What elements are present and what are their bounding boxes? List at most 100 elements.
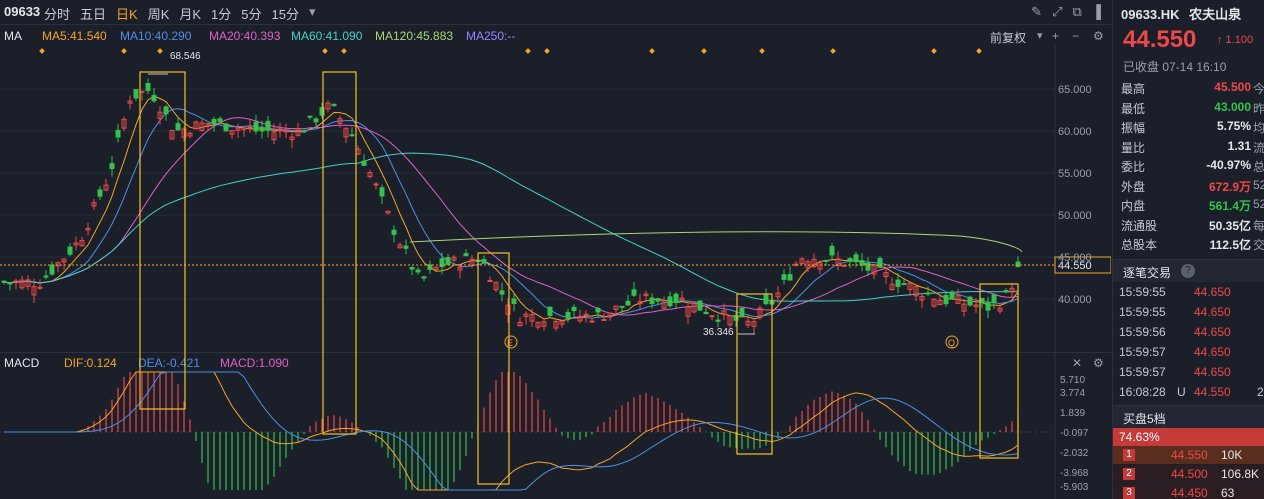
candle-body — [751, 321, 757, 327]
candle-body — [829, 246, 835, 256]
candle-body — [505, 304, 511, 315]
close-icon[interactable]: ✕ — [1072, 356, 1083, 370]
bid-row[interactable]: 2 44.500 106.8K — [1113, 465, 1264, 483]
tab-five-day[interactable]: 五日 — [80, 7, 107, 22]
candle-body — [619, 305, 625, 308]
gear-icon[interactable]: ⚙ — [1093, 356, 1104, 370]
macd-axis: 5.710 3.774 1.839 -0.097 -2.032 -3.968 -… — [1060, 375, 1089, 493]
bid-volume: 10K — [1221, 448, 1243, 462]
quote-panel: 09633.HK 农夫山泉 44.550 ↑ 1.100 已收盘 07-14 1… — [1112, 0, 1264, 499]
candle-body — [607, 312, 613, 318]
price-tick: 65.000 — [1058, 84, 1092, 96]
bid-row[interactable]: 3 44.450 63 — [1113, 484, 1264, 499]
price-tick: 45.000 — [1058, 252, 1092, 264]
candle-body — [661, 300, 667, 309]
stat-value: 5.75% — [1216, 119, 1251, 133]
highlight-boxes — [139, 71, 1019, 485]
orderbook-header: 买盘5档 — [1113, 405, 1264, 428]
tab-monthly-k[interactable]: 月K — [179, 7, 202, 22]
stat-label: 量比 — [1121, 140, 1146, 155]
adjust-select[interactable]: 前复权 — [990, 31, 1027, 45]
tab-intraday[interactable]: 分时 — [44, 7, 71, 22]
candle-body — [217, 118, 223, 122]
candle-body — [115, 129, 121, 138]
candle-body — [337, 118, 343, 124]
candle-body — [883, 271, 889, 278]
dividend-marker — [341, 48, 347, 54]
dividend-marker — [121, 48, 127, 54]
window-icon[interactable]: ⧉ — [1072, 4, 1082, 19]
ma20-line — [3, 117, 1019, 316]
tab-weekly-k[interactable]: 周K — [147, 7, 170, 22]
candle-body — [55, 262, 61, 267]
dividend-marker — [701, 48, 707, 54]
candle-body — [925, 292, 931, 295]
pen-icon[interactable]: ✎ — [1031, 4, 1043, 19]
help-icon[interactable]: ? — [1181, 264, 1195, 278]
candle-body — [421, 276, 427, 279]
candle-body — [13, 280, 19, 284]
candle-body — [97, 189, 103, 197]
macd-tick: -2.032 — [1060, 448, 1089, 459]
candle-body — [319, 107, 325, 116]
candle-body — [985, 301, 991, 311]
candle-body — [43, 275, 49, 278]
candle-body — [757, 307, 763, 318]
stat-row: 内盘 561.4万 52 — [1121, 195, 1264, 214]
tab-5min[interactable]: 5分 — [241, 7, 262, 22]
tab-daily-k[interactable]: 日K — [116, 7, 138, 22]
candle-body — [961, 303, 967, 312]
candle-body — [553, 320, 559, 329]
event-e-marker[interactable] — [504, 335, 518, 349]
bid-price: 44.500 — [1171, 467, 1208, 481]
panel-toggle-icon[interactable]: ▐ — [1091, 4, 1101, 19]
tab-15min[interactable]: 15分 — [271, 7, 299, 22]
candle-body — [685, 306, 691, 317]
ma60-line — [3, 152, 1019, 302]
bid-level: 2 — [1123, 468, 1135, 480]
trade-row: 15:59:57 44.650 — [1119, 343, 1264, 362]
stat-label: 流通股 — [1121, 218, 1158, 233]
macd-tick: 1.839 — [1060, 408, 1085, 419]
high-marker: 68.546 — [170, 51, 201, 62]
candle-body — [1, 280, 7, 283]
candle-body — [295, 128, 301, 136]
candle-body — [577, 315, 583, 322]
candle-body — [61, 258, 67, 263]
event-q-marker[interactable] — [945, 335, 959, 349]
candle-body — [571, 306, 577, 312]
ma-label[interactable]: MA — [4, 29, 22, 43]
highlight-box — [322, 71, 357, 435]
dividend-marker — [976, 48, 982, 54]
add-icon[interactable]: + — [1052, 29, 1060, 43]
quote-title: 09633.HK 农夫山泉 — [1121, 4, 1241, 23]
bid-ratio: 74.63% — [1119, 430, 1160, 444]
candle-body — [37, 286, 43, 289]
stat-value: -40.97% — [1206, 158, 1251, 172]
candle-body — [157, 111, 163, 120]
candle-body — [763, 294, 769, 305]
trade-price: 44.650 — [1194, 345, 1231, 359]
tab-1min[interactable]: 1分 — [211, 7, 232, 22]
candle-body — [913, 286, 919, 297]
event-e-label: E — [507, 338, 513, 348]
candlestick-chart[interactable]: 44.550 65.000 60.000 55.000 50.000 45.00… — [0, 45, 1111, 499]
gear-icon[interactable]: ⚙ — [1093, 29, 1104, 43]
stat-value: 45.500 — [1214, 80, 1251, 94]
candle-body — [283, 130, 289, 133]
trade-row: 16:08:28 U 44.550 2 — [1119, 383, 1264, 402]
bid-row[interactable]: 1 44.550 10K — [1113, 446, 1264, 464]
bid-ratio-bar: 74.63% — [1113, 428, 1264, 446]
minus-icon[interactable]: − — [1072, 29, 1080, 43]
candle-body — [559, 320, 565, 325]
dropdown-icon[interactable]: ▾ — [1037, 30, 1043, 42]
macd-label[interactable]: MACD — [4, 356, 40, 370]
dividend-marker — [525, 48, 531, 54]
candle-body — [265, 120, 271, 131]
dropdown-icon[interactable]: ▾ — [308, 4, 316, 19]
fullscreen-icon[interactable]: ⤢ — [1052, 4, 1063, 19]
ma5-value: MA5:41.540 — [42, 29, 107, 43]
candle-body — [739, 307, 745, 317]
candle-body — [955, 295, 961, 304]
candle-body — [625, 300, 631, 306]
